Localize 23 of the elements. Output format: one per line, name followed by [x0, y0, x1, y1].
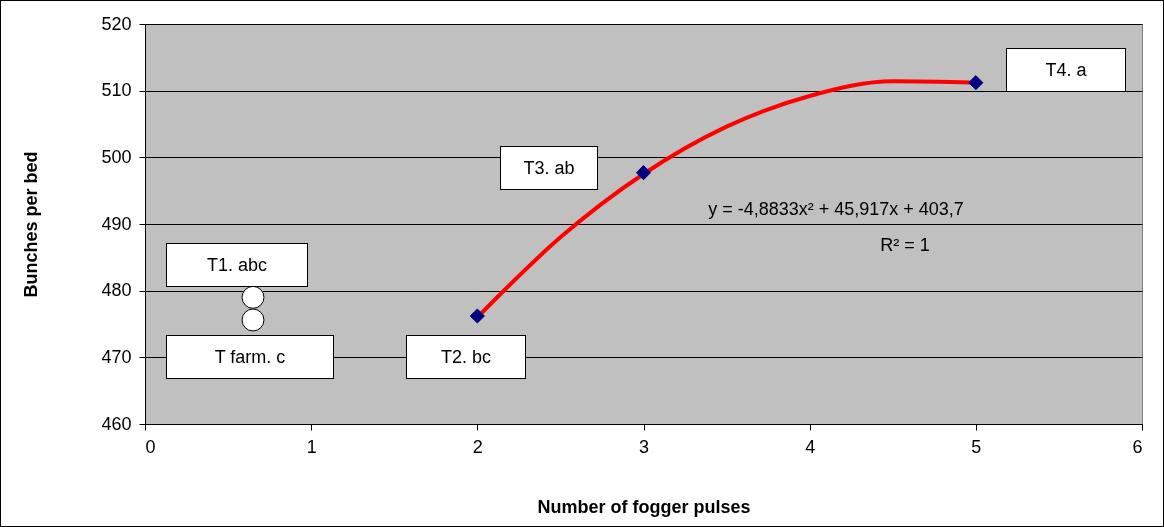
- annotation: T1. abc: [206, 254, 268, 276]
- y-tick-label: 470: [101, 346, 132, 367]
- y-tick-label: 480: [101, 280, 132, 301]
- y-tick-label: 510: [101, 80, 132, 101]
- annotation: y = -4,8833x² + 45,917x + 403,7: [708, 198, 964, 220]
- x-tick-label: 4: [805, 436, 816, 457]
- x-tick-label: 1: [306, 436, 317, 457]
- x-tick-label: 5: [971, 436, 982, 457]
- y-tick-label: 520: [101, 13, 132, 34]
- annotation: T2. bc: [440, 346, 492, 368]
- annotation: T farm. c: [214, 346, 286, 368]
- x-axis-title: Number of fogger pulses: [537, 496, 751, 517]
- y-tick-label: 460: [101, 413, 132, 434]
- y-tick-label: 500: [101, 146, 132, 167]
- x-tick-label: 3: [638, 436, 650, 457]
- y-tick-label: 490: [101, 213, 132, 234]
- y-axis-title: Bunches per bed: [21, 151, 42, 298]
- annotation: R² = 1: [880, 234, 930, 256]
- x-tick-label: 6: [1132, 436, 1143, 457]
- x-tick-label: 0: [145, 436, 156, 457]
- annotation: T4. a: [1045, 59, 1087, 81]
- x-tick-label: 2: [472, 436, 483, 457]
- annotation: T3. ab: [523, 157, 575, 179]
